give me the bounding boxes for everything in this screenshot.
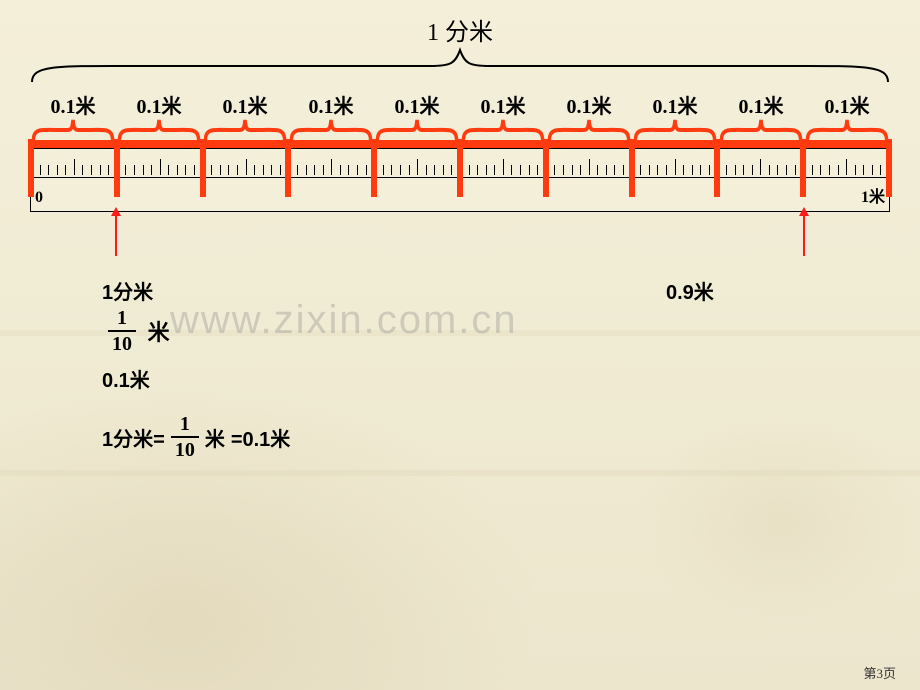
ruler-major-mark xyxy=(371,139,377,197)
segment-label: 0.1米 xyxy=(116,90,202,114)
ruler-major-mark xyxy=(886,139,892,197)
segment-label: 0.1米 xyxy=(804,90,890,114)
fraction-one-tenth: 1 10 xyxy=(108,308,136,354)
big-brace xyxy=(30,44,890,84)
equation-fraction: 1 10 xyxy=(171,414,199,460)
segment-brace xyxy=(546,114,632,142)
segment-labels-row: 0.1米0.1米0.1米0.1米0.1米0.1米0.1米0.1米0.1米0.1米 xyxy=(30,90,890,114)
segment-brace xyxy=(30,114,116,142)
segment-brace xyxy=(374,114,460,142)
segment-label: 0.1米 xyxy=(460,90,546,114)
equation-lhs: 1分米= xyxy=(102,423,165,452)
segment-label: 0.1米 xyxy=(632,90,718,114)
equation-denominator: 10 xyxy=(171,440,199,460)
equation-fraction-bar xyxy=(171,436,199,438)
segment-label: 0.1米 xyxy=(546,90,632,114)
segment-brace xyxy=(202,114,288,142)
ruler-major-mark xyxy=(800,139,806,197)
decimal-line: 0.1米 xyxy=(102,364,150,393)
pointer-arrow xyxy=(115,216,117,256)
fraction-unit: 米 xyxy=(148,320,170,345)
pointer-label: 1分米 xyxy=(102,276,153,305)
segment-brace xyxy=(288,114,374,142)
ruler-major-mark xyxy=(285,139,291,197)
page-number: 第3页 xyxy=(863,663,896,682)
segment-brace xyxy=(116,114,202,142)
segment-brace xyxy=(718,114,804,142)
ruler-major-mark xyxy=(200,139,206,197)
ruler-major-mark xyxy=(114,139,120,197)
segment-label: 0.1米 xyxy=(202,90,288,114)
fraction-denominator: 10 xyxy=(108,334,136,354)
segment-label: 0.1米 xyxy=(30,90,116,114)
ruler-major-marks xyxy=(31,139,889,199)
ruler-major-mark xyxy=(28,139,34,197)
watermark-text: www.zixin.com.cn xyxy=(170,298,518,343)
ruler-label-zero: 0 xyxy=(35,189,43,207)
equation-mid-unit: 米 xyxy=(205,423,225,452)
segment-label: 0.1米 xyxy=(288,90,374,114)
segment-brace xyxy=(804,114,890,142)
segment-brace xyxy=(632,114,718,142)
equation-row: 1分米= 1 10 米 =0.1米 xyxy=(102,414,290,460)
page: 1 分米 0.1米0.1米0.1米0.1米0.1米0.1米0.1米0.1米0.1… xyxy=(0,0,920,690)
top-title: 1 分米 xyxy=(0,12,920,47)
fraction-numerator: 1 xyxy=(108,308,136,328)
ruler-major-mark xyxy=(714,139,720,197)
small-braces-row xyxy=(30,114,890,142)
ruler-label-end: 1米 xyxy=(861,183,885,207)
equation-rhs: =0.1米 xyxy=(231,423,290,452)
ruler-major-mark xyxy=(629,139,635,197)
ruler-major-mark xyxy=(457,139,463,197)
segment-label: 0.1米 xyxy=(374,90,460,114)
pointer-arrow xyxy=(803,216,805,256)
segment-label: 0.1米 xyxy=(718,90,804,114)
fraction-bar xyxy=(108,330,136,332)
brace-svg xyxy=(30,44,890,84)
ruler: 0 1米 xyxy=(30,148,890,212)
ruler-major-mark xyxy=(543,139,549,197)
segment-brace xyxy=(460,114,546,142)
equation-numerator: 1 xyxy=(171,414,199,434)
ruler-container: 0 1米 xyxy=(30,148,890,212)
fraction-block: 1 10 米 xyxy=(108,308,170,354)
pointer-label: 0.9米 xyxy=(666,276,714,305)
